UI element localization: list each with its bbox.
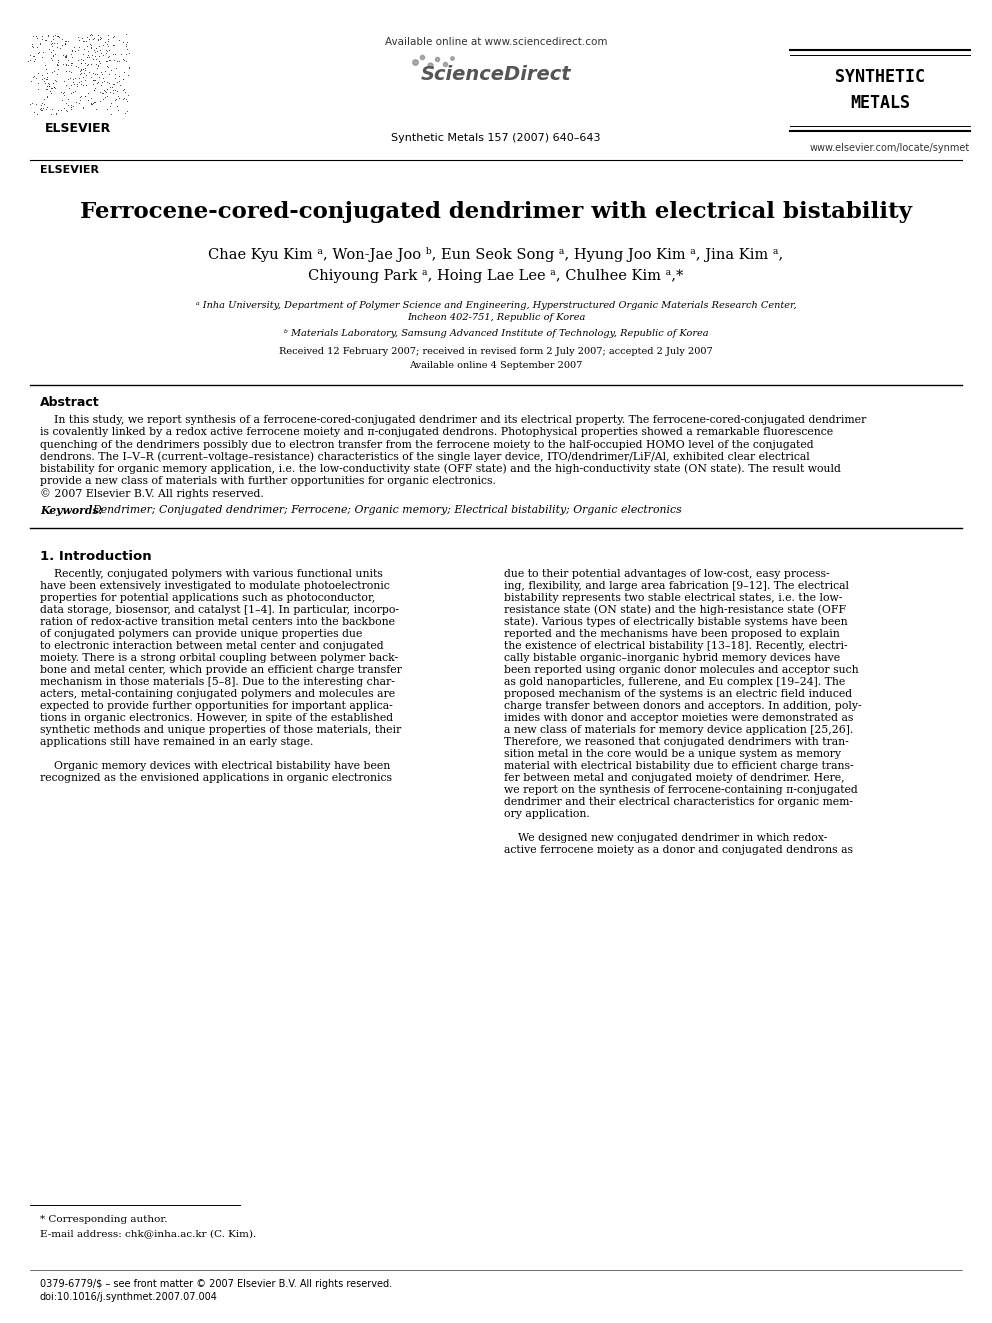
Text: recognized as the envisioned applications in organic electronics: recognized as the envisioned application… — [40, 773, 392, 783]
Text: we report on the synthesis of ferrocene-containing π-conjugated: we report on the synthesis of ferrocene-… — [504, 785, 858, 795]
Text: is covalently linked by a redox active ferrocene moiety and π-conjugated dendron: is covalently linked by a redox active f… — [40, 427, 833, 438]
Text: dendrons. The I–V–R (current–voltage–resistance) characteristics of the single l: dendrons. The I–V–R (current–voltage–res… — [40, 451, 809, 462]
Text: have been extensively investigated to modulate photoelectronic: have been extensively investigated to mo… — [40, 581, 390, 591]
Text: ELSEVIER: ELSEVIER — [45, 122, 111, 135]
Text: We designed new conjugated dendrimer in which redox-: We designed new conjugated dendrimer in … — [504, 833, 827, 843]
Text: Available online 4 September 2007: Available online 4 September 2007 — [410, 360, 582, 369]
Text: Abstract: Abstract — [40, 396, 99, 409]
Text: Organic memory devices with electrical bistability have been: Organic memory devices with electrical b… — [40, 761, 390, 771]
Text: synthetic methods and unique properties of those materials, their: synthetic methods and unique properties … — [40, 725, 401, 736]
Text: been reported using organic donor molecules and acceptor such: been reported using organic donor molecu… — [504, 665, 859, 675]
Text: © 2007 Elsevier B.V. All rights reserved.: © 2007 Elsevier B.V. All rights reserved… — [40, 488, 264, 499]
Text: dendrimer and their electrical characteristics for organic mem-: dendrimer and their electrical character… — [504, 796, 853, 807]
Text: Keywords:: Keywords: — [40, 504, 106, 516]
Text: 1. Introduction: 1. Introduction — [40, 549, 152, 562]
Text: to electronic interaction between metal center and conjugated: to electronic interaction between metal … — [40, 642, 384, 651]
Text: 0379-6779/$ – see front matter © 2007 Elsevier B.V. All rights reserved.: 0379-6779/$ – see front matter © 2007 El… — [40, 1279, 392, 1289]
Text: ELSEVIER: ELSEVIER — [40, 165, 99, 175]
Text: expected to provide further opportunities for important applica-: expected to provide further opportunitie… — [40, 701, 393, 710]
Text: ScienceDirect: ScienceDirect — [421, 66, 571, 85]
Text: a new class of materials for memory device application [25,26].: a new class of materials for memory devi… — [504, 725, 853, 736]
Text: of conjugated polymers can provide unique properties due: of conjugated polymers can provide uniqu… — [40, 630, 362, 639]
Text: sition metal in the core would be a unique system as memory: sition metal in the core would be a uniq… — [504, 749, 841, 759]
Text: the existence of electrical bistability [13–18]. Recently, electri-: the existence of electrical bistability … — [504, 642, 847, 651]
Text: provide a new class of materials with further opportunities for organic electron: provide a new class of materials with fu… — [40, 476, 496, 487]
Text: quenching of the dendrimers possibly due to electron transfer from the ferrocene: quenching of the dendrimers possibly due… — [40, 439, 813, 450]
Text: material with electrical bistability due to efficient charge trans-: material with electrical bistability due… — [504, 761, 854, 771]
Text: ory application.: ory application. — [504, 810, 590, 819]
Text: active ferrocene moiety as a donor and conjugated dendrons as: active ferrocene moiety as a donor and c… — [504, 845, 853, 855]
Text: Therefore, we reasoned that conjugated dendrimers with tran-: Therefore, we reasoned that conjugated d… — [504, 737, 849, 747]
Text: reported and the mechanisms have been proposed to explain: reported and the mechanisms have been pr… — [504, 630, 840, 639]
Text: acters, metal-containing conjugated polymers and molecules are: acters, metal-containing conjugated poly… — [40, 689, 395, 699]
Text: Recently, conjugated polymers with various functional units: Recently, conjugated polymers with vario… — [40, 569, 383, 579]
Text: Synthetic Metals 157 (2007) 640–643: Synthetic Metals 157 (2007) 640–643 — [391, 134, 601, 143]
Text: bistability represents two stable electrical states, i.e. the low-: bistability represents two stable electr… — [504, 593, 842, 603]
Text: bistability for organic memory application, i.e. the low-conductivity state (OFF: bistability for organic memory applicati… — [40, 464, 841, 475]
Text: www.elsevier.com/locate/synmet: www.elsevier.com/locate/synmet — [809, 143, 970, 153]
Text: SYNTHETIC
METALS: SYNTHETIC METALS — [835, 69, 925, 111]
Text: E-mail address: chk@inha.ac.kr (C. Kim).: E-mail address: chk@inha.ac.kr (C. Kim). — [40, 1229, 256, 1238]
Text: ᵇ Materials Laboratory, Samsung Advanced Institute of Technology, Republic of Ko: ᵇ Materials Laboratory, Samsung Advanced… — [284, 328, 708, 337]
Text: ing, flexibility, and large area fabrication [9–12]. The electrical: ing, flexibility, and large area fabrica… — [504, 581, 849, 591]
Text: Available online at www.sciencedirect.com: Available online at www.sciencedirect.co… — [385, 37, 607, 48]
Text: doi:10.1016/j.synthmet.2007.07.004: doi:10.1016/j.synthmet.2007.07.004 — [40, 1293, 218, 1302]
Text: Dendrimer; Conjugated dendrimer; Ferrocene; Organic memory; Electrical bistabili: Dendrimer; Conjugated dendrimer; Ferroce… — [92, 505, 682, 515]
Text: * Corresponding author.: * Corresponding author. — [40, 1216, 168, 1225]
Text: proposed mechanism of the systems is an electric field induced: proposed mechanism of the systems is an … — [504, 689, 852, 699]
Text: due to their potential advantages of low-cost, easy process-: due to their potential advantages of low… — [504, 569, 829, 579]
Text: ᵃ Inha University, Department of Polymer Science and Engineering, Hyperstructure: ᵃ Inha University, Department of Polymer… — [195, 300, 797, 310]
Text: bone and metal center, which provide an efficient charge transfer: bone and metal center, which provide an … — [40, 665, 402, 675]
Text: properties for potential applications such as photoconductor,: properties for potential applications su… — [40, 593, 375, 603]
Text: state). Various types of electrically bistable systems have been: state). Various types of electrically bi… — [504, 617, 847, 627]
Text: Chiyoung Park ᵃ, Hoing Lae Lee ᵃ, Chulhee Kim ᵃ,*: Chiyoung Park ᵃ, Hoing Lae Lee ᵃ, Chulhe… — [309, 269, 683, 283]
Text: ration of redox-active transition metal centers into the backbone: ration of redox-active transition metal … — [40, 617, 395, 627]
Text: resistance state (ON state) and the high-resistance state (OFF: resistance state (ON state) and the high… — [504, 605, 846, 615]
Text: imides with donor and acceptor moieties were demonstrated as: imides with donor and acceptor moieties … — [504, 713, 853, 724]
Text: In this study, we report synthesis of a ferrocene-cored-conjugated dendrimer and: In this study, we report synthesis of a … — [40, 415, 866, 425]
Text: Ferrocene-cored-conjugated dendrimer with electrical bistability: Ferrocene-cored-conjugated dendrimer wit… — [80, 201, 912, 224]
Text: fer between metal and conjugated moiety of dendrimer. Here,: fer between metal and conjugated moiety … — [504, 773, 844, 783]
Text: data storage, biosensor, and catalyst [1–4]. In particular, incorpo-: data storage, biosensor, and catalyst [1… — [40, 605, 399, 615]
Text: applications still have remained in an early stage.: applications still have remained in an e… — [40, 737, 313, 747]
Text: moiety. There is a strong orbital coupling between polymer back-: moiety. There is a strong orbital coupli… — [40, 654, 398, 663]
Text: Received 12 February 2007; received in revised form 2 July 2007; accepted 2 July: Received 12 February 2007; received in r… — [279, 348, 713, 356]
Text: as gold nanoparticles, fullerene, and Eu complex [19–24]. The: as gold nanoparticles, fullerene, and Eu… — [504, 677, 845, 687]
Text: cally bistable organic–inorganic hybrid memory devices have: cally bistable organic–inorganic hybrid … — [504, 654, 840, 663]
Text: mechanism in those materials [5–8]. Due to the interesting char-: mechanism in those materials [5–8]. Due … — [40, 677, 395, 687]
Text: Chae Kyu Kim ᵃ, Won-Jae Joo ᵇ, Eun Seok Song ᵃ, Hyung Joo Kim ᵃ, Jina Kim ᵃ,: Chae Kyu Kim ᵃ, Won-Jae Joo ᵇ, Eun Seok … — [208, 247, 784, 262]
Text: tions in organic electronics. However, in spite of the established: tions in organic electronics. However, i… — [40, 713, 393, 724]
Text: charge transfer between donors and acceptors. In addition, poly-: charge transfer between donors and accep… — [504, 701, 862, 710]
Text: Incheon 402-751, Republic of Korea: Incheon 402-751, Republic of Korea — [407, 314, 585, 323]
